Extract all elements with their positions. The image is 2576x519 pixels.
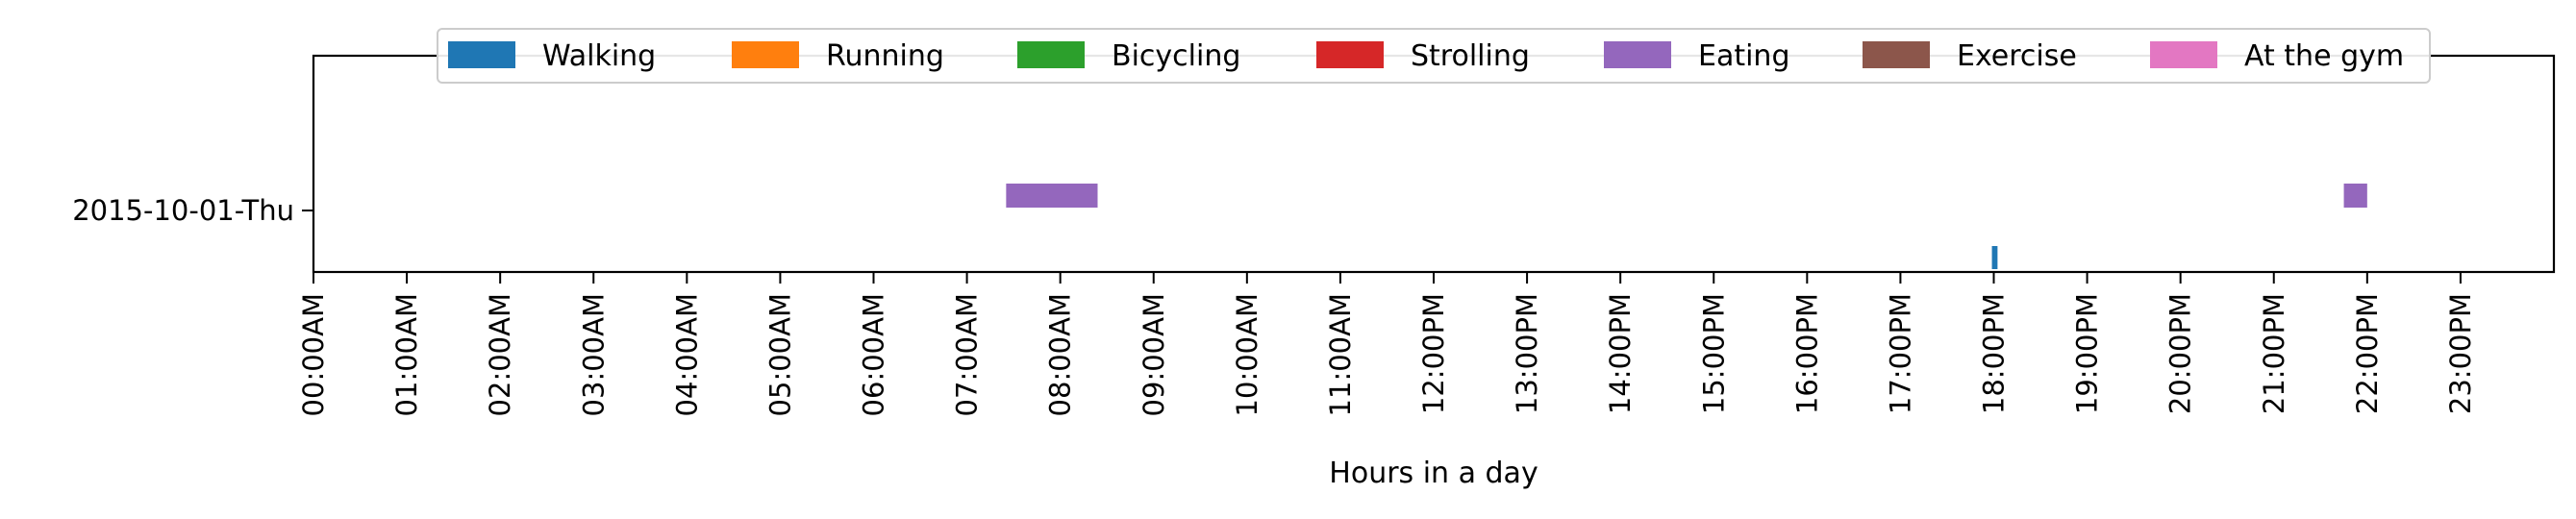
x-tick-label-11: 11:00AM	[1324, 293, 1357, 416]
bar-walking-0	[1991, 246, 1998, 269]
x-tick-label-21: 21:00PM	[2258, 293, 2290, 414]
legend-swatch-strolling	[1316, 41, 1384, 68]
x-tick-label-17: 17:00PM	[1884, 293, 1916, 414]
x-axis-label: Hours in a day	[1329, 457, 1538, 490]
y-axis: 2015-10-01-Thu	[72, 194, 313, 227]
legend-swatch-running	[732, 41, 799, 68]
x-tick-label-5: 05:00AM	[763, 293, 796, 416]
legend-swatch-bicycling	[1017, 41, 1085, 68]
x-tick-label-3: 03:00AM	[577, 293, 610, 416]
x-tick-label-20: 20:00PM	[2164, 293, 2197, 414]
axes-frame	[312, 54, 2556, 274]
x-tick-label-9: 09:00AM	[1138, 293, 1170, 416]
x-tick-label-13: 13:00PM	[1511, 293, 1543, 414]
x-tick-label-16: 16:00PM	[1790, 293, 1823, 414]
x-tick-label-19: 19:00PM	[2071, 293, 2104, 414]
legend-label: Walking	[542, 39, 656, 73]
legend-label: Exercise	[1957, 39, 2077, 73]
x-tick-label-14: 14:00PM	[1604, 293, 1637, 414]
x-tick-label-22: 22:00PM	[2351, 293, 2384, 414]
x-tick-label-4: 04:00AM	[670, 293, 703, 416]
legend: Walking Running Bicycling Strolling Eating Ex…	[437, 28, 2431, 84]
x-tick-label-15: 15:00PM	[1697, 293, 1730, 414]
legend-swatch-walking	[448, 41, 515, 68]
legend-label: At the gym	[2244, 39, 2404, 73]
x-tick-label-0: 00:00AM	[297, 293, 330, 416]
y-tick-label: 2015-10-01-Thu	[72, 194, 294, 227]
legend-label: Running	[826, 39, 944, 73]
x-tick-label-1: 01:00AM	[390, 293, 423, 416]
x-tick-label-7: 07:00AM	[951, 293, 984, 416]
legend-label: Strolling	[1411, 39, 1530, 73]
plot-area	[1006, 184, 2367, 269]
x-axis: 00:00AM 01:00AM 02:00AM 03:00AM 04:00AM 05:00…	[297, 272, 2477, 416]
x-tick-label-10: 10:00AM	[1231, 293, 1263, 416]
legend-swatch-at-the-gym	[2150, 41, 2217, 68]
x-tick-label-18: 18:00PM	[1978, 293, 2011, 414]
x-tick-label-2: 02:00AM	[484, 293, 516, 416]
x-tick-label-12: 12:00PM	[1417, 293, 1450, 414]
bar-eating-1	[2343, 184, 2367, 208]
legend-label: Eating	[1698, 39, 1790, 73]
x-tick-label-6: 06:00AM	[858, 293, 890, 416]
legend-frame	[437, 28, 2431, 84]
x-tick-label-23: 23:00PM	[2444, 293, 2477, 414]
bar-eating-0	[1006, 184, 1098, 208]
legend-swatch-eating	[1604, 41, 1671, 68]
x-tick-label-8: 08:00AM	[1044, 293, 1077, 416]
legend-swatch-exercise	[1863, 41, 1930, 68]
legend-label: Bicycling	[1112, 39, 1240, 73]
